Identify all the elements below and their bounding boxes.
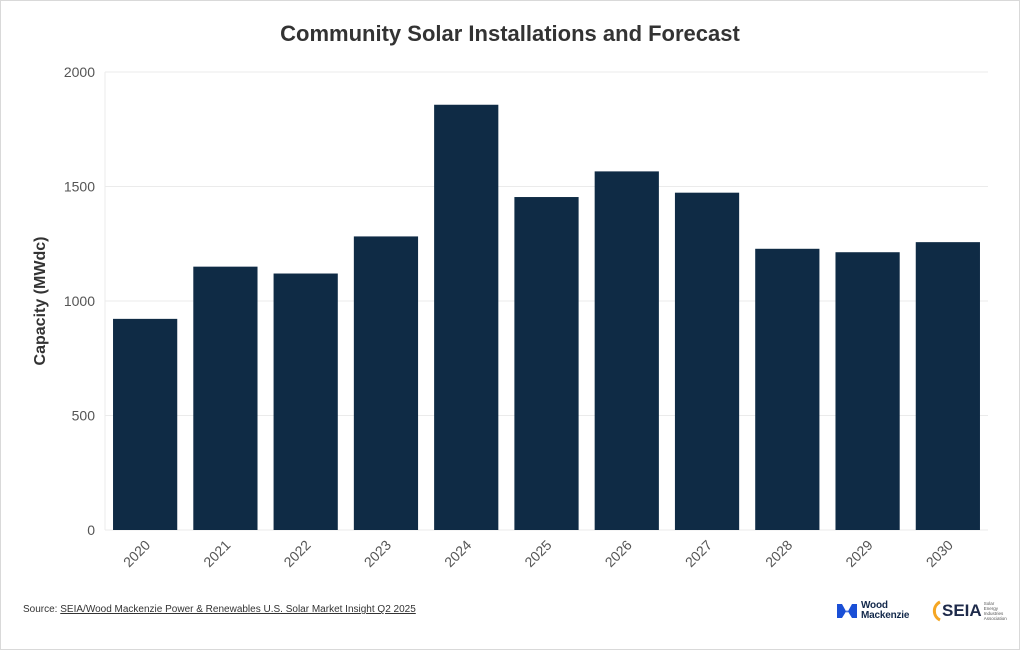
x-tick-label: 2020 — [120, 537, 153, 570]
bar — [353, 236, 419, 530]
wm-logo-line1: Wood — [861, 600, 888, 611]
seia-logo-text: SEIA — [942, 601, 982, 620]
bar — [273, 273, 338, 530]
bar — [193, 266, 258, 530]
wood-mackenzie-logo: Wood Mackenzie — [837, 597, 909, 625]
wm-logo-line2: Mackenzie — [861, 610, 910, 621]
y-tick-label: 1000 — [64, 293, 95, 309]
x-tick-label: 2026 — [602, 537, 635, 570]
x-tick-label: 2021 — [200, 537, 233, 570]
bar — [113, 318, 178, 530]
y-axis-title: Capacity (MWdc) — [32, 237, 49, 366]
seia-logo: SEIA Solar Energy Industries Association — [927, 597, 1008, 625]
bar — [674, 192, 740, 531]
source-note: Source: SEIA/Wood Mackenzie Power & Rene… — [23, 604, 416, 615]
chart-title: Community Solar Installations and Foreca… — [280, 21, 740, 46]
bar — [915, 242, 980, 530]
x-tick-label: 2027 — [682, 537, 715, 570]
source-prefix: Source: — [23, 604, 61, 615]
y-tick-label: 1500 — [64, 179, 95, 195]
y-tick-label: 0 — [87, 522, 95, 538]
x-tick-label: 2023 — [361, 537, 394, 570]
sun-arc-icon — [932, 600, 941, 622]
bar — [755, 248, 820, 530]
x-tick-label: 2025 — [521, 537, 554, 570]
x-tick-label: 2024 — [441, 537, 474, 570]
bar — [434, 104, 499, 530]
bar — [514, 197, 579, 530]
y-tick-label: 2000 — [64, 64, 95, 80]
x-tick-label: 2028 — [762, 537, 795, 570]
wood-mackenzie-mark-icon — [837, 604, 857, 618]
source-link[interactable]: SEIA/Wood Mackenzie Power & Renewables U… — [60, 604, 416, 615]
x-tick-label: 2022 — [280, 537, 313, 570]
bar — [835, 252, 900, 530]
seia-logo-subtitle: Solar Energy Industries Association — [983, 601, 1007, 621]
bar — [594, 171, 659, 531]
x-tick-label: 2030 — [923, 537, 956, 570]
x-tick-label: 2029 — [842, 537, 875, 570]
y-tick-label: 500 — [72, 408, 96, 424]
